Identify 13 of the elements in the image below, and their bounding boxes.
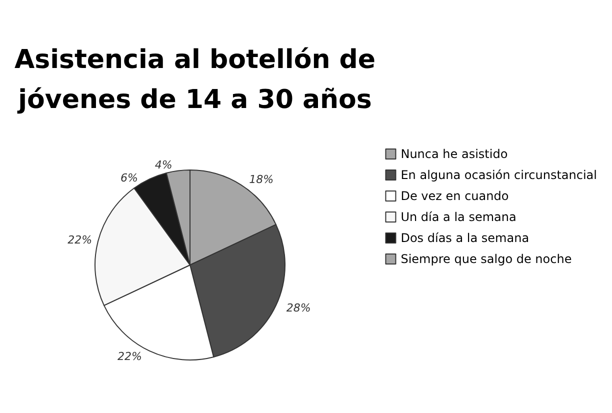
legend-label: Siempre que salgo de noche [400,252,572,266]
data-label: 22% [68,233,92,246]
data-label: 6% [120,171,138,184]
legend-label: Nunca he asistido [400,147,508,161]
legend-label: En alguna ocasión circunstancial [400,168,598,182]
legend-label: Un día a la semana [400,210,516,224]
legend-label: De vez en cuando [400,189,509,203]
legend-label: Dos días a la semana [400,231,530,245]
data-label: 4% [154,158,172,172]
data-label: 28% [286,302,311,315]
data-label: 22% [118,350,142,363]
data-label: 18% [249,173,274,186]
chart-title: Asistencia al botellón de jóvenes de 14 a 30 años [14,45,376,115]
